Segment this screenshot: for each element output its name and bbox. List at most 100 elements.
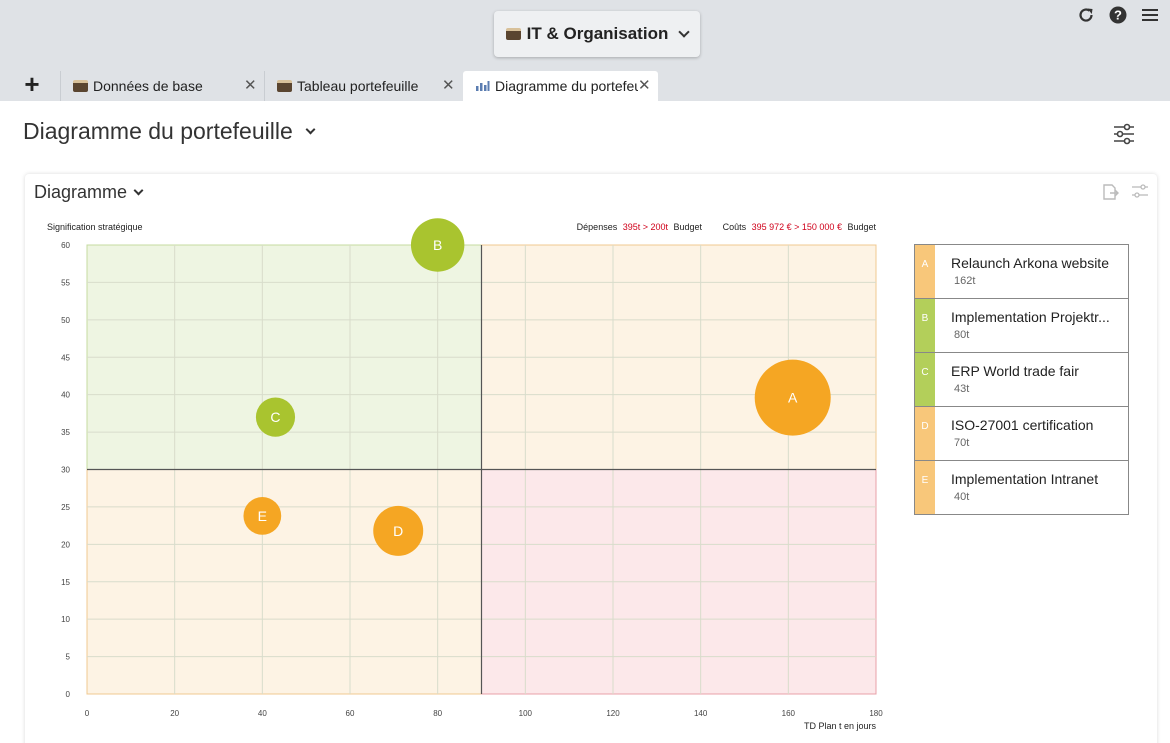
card-title-text: Diagramme — [34, 182, 128, 202]
close-icon[interactable]: ✕ — [244, 77, 257, 94]
bubble-label: D — [393, 523, 403, 539]
legend-project-effort: 43t — [954, 383, 970, 395]
top-bar: IT & Organisation ? — [0, 0, 1170, 69]
help-icon[interactable]: ? — [1108, 5, 1128, 25]
bubble-a[interactable]: A — [754, 359, 831, 436]
svg-text:?: ? — [1114, 8, 1122, 23]
portfolio-chart: 0 20 40 60 80 100 120 140 160 180 0 5 10 15 20 25 30 35 40… — [47, 218, 883, 731]
legend-color-strip: B — [915, 299, 935, 352]
y-tick-label: 5 — [66, 653, 71, 662]
budget-summary: Dépenses 395t > 200t Budget Coûts 395 97… — [577, 222, 877, 232]
x-tick-label: 140 — [694, 709, 708, 718]
tab-donnees-de-base[interactable]: Données de base ✕ — [60, 71, 264, 101]
legend-item-a[interactable]: A Relaunch Arkona website 162t — [914, 244, 1129, 299]
folder-icon — [505, 28, 521, 40]
x-tick-label: 40 — [258, 709, 267, 718]
depenses-suffix: Budget — [674, 222, 703, 232]
bubble-e[interactable]: E — [243, 497, 282, 535]
tab-diagramme-du-portefeuille[interactable]: Diagramme du portefeuille ✕ — [463, 71, 658, 101]
bubble-d[interactable]: D — [373, 505, 424, 556]
legend-project-name: Relaunch Arkona website — [951, 255, 1109, 271]
tab-label: Données de base — [93, 78, 203, 94]
legend-color-strip: D — [915, 407, 935, 460]
bubble-b[interactable]: B — [410, 218, 465, 272]
diagram-card: Diagramme 0 20 40 60 80 100 120 140 160 180 0 5 10 15… — [25, 174, 1157, 743]
bubble-circle — [754, 359, 831, 436]
legend-project-effort: 70t — [954, 437, 970, 449]
y-tick-label: 30 — [61, 466, 70, 475]
settings-sliders-icon[interactable] — [1131, 183, 1149, 206]
bubble-circle — [243, 497, 282, 535]
legend-project-name: ISO-27001 certification — [951, 417, 1094, 433]
legend-project-name: Implementation Intranet — [951, 471, 1099, 487]
top-icons: ? — [1076, 5, 1160, 25]
close-icon[interactable]: ✕ — [638, 77, 651, 94]
add-tab-button[interactable]: + — [24, 69, 40, 99]
y-tick-label: 15 — [61, 578, 70, 587]
x-tick-label: 0 — [85, 709, 90, 718]
bubble-label: A — [788, 390, 798, 406]
chevron-down-icon — [678, 26, 691, 38]
card-icons — [1101, 183, 1149, 206]
card-title[interactable]: Diagramme — [34, 182, 144, 203]
refresh-icon[interactable] — [1076, 5, 1096, 25]
page: Diagramme du portefeuille Diagramme 0 20 4… — [0, 101, 1170, 743]
bubble-label: E — [258, 508, 267, 524]
depenses-label: Dépenses — [577, 222, 618, 232]
x-axis-label: TD Plan t en jours — [804, 721, 877, 731]
x-tick-label: 80 — [433, 709, 442, 718]
legend-project-effort: 80t — [954, 329, 970, 341]
close-icon[interactable]: ✕ — [442, 77, 455, 94]
legend-project-name: ERP World trade fair — [951, 363, 1079, 379]
bubble-label: C — [270, 409, 280, 425]
page-title-text: Diagramme du portefeuille — [23, 118, 293, 144]
x-tick-label: 160 — [782, 709, 796, 718]
tab-bar: + Données de base ✕ Tableau portefeuille… — [0, 69, 1170, 101]
y-tick-label: 60 — [61, 241, 70, 250]
tab-label: Diagramme du portefeuille — [495, 78, 640, 94]
y-tick-label: 20 — [61, 540, 70, 549]
chart-icon — [476, 81, 490, 91]
y-axis-label: Signification stratégique — [47, 222, 143, 232]
workspace-label: IT & Organisation — [526, 24, 669, 43]
legend-item-d[interactable]: D ISO-27001 certification 70t — [914, 406, 1129, 461]
depenses-value: 395t > 200t — [623, 222, 669, 232]
tab-label: Tableau portefeuille — [297, 78, 419, 94]
bubble-circle — [255, 397, 296, 437]
export-icon[interactable] — [1101, 183, 1119, 206]
settings-sliders-icon[interactable] — [1112, 123, 1136, 145]
y-tick-label: 55 — [61, 278, 70, 287]
legend-project-name: Implementation Projektr... — [951, 309, 1110, 325]
legend-item-e[interactable]: E Implementation Intranet 40t — [914, 460, 1129, 515]
couts-suffix: Budget — [847, 222, 876, 232]
y-tick-label: 25 — [61, 503, 70, 512]
y-tick-label: 40 — [61, 391, 70, 400]
legend-color-strip: E — [915, 461, 935, 514]
y-tick-label: 50 — [61, 316, 70, 325]
legend-item-c[interactable]: C ERP World trade fair 43t — [914, 352, 1129, 407]
menu-icon[interactable] — [1140, 5, 1160, 25]
y-tick-label: 35 — [61, 428, 70, 437]
legend-project-effort: 162t — [954, 275, 976, 287]
y-tick-label: 0 — [66, 690, 71, 699]
chevron-down-icon — [133, 185, 144, 196]
y-tick-label: 45 — [61, 353, 70, 362]
tab-tableau-portefeuille[interactable]: Tableau portefeuille ✕ — [264, 71, 462, 101]
legend-project-effort: 40t — [954, 491, 970, 503]
y-tick-label: 10 — [61, 615, 70, 624]
legend-item-b[interactable]: B Implementation Projektr... 80t — [914, 298, 1129, 353]
folder-icon — [73, 80, 88, 92]
page-title[interactable]: Diagramme du portefeuille — [23, 118, 316, 145]
chevron-down-icon — [305, 124, 316, 135]
legend-color-strip: C — [915, 353, 935, 406]
workspace-selector[interactable]: IT & Organisation — [494, 11, 700, 57]
bubble-circle — [410, 218, 465, 272]
x-tick-label: 20 — [170, 709, 179, 718]
x-tick-label: 120 — [606, 709, 620, 718]
couts-label: Coûts — [723, 222, 747, 232]
bubble-label: B — [433, 237, 442, 253]
folder-icon — [277, 80, 292, 92]
x-tick-label: 60 — [346, 709, 355, 718]
x-tick-label: 100 — [519, 709, 533, 718]
bubble-c[interactable]: C — [255, 397, 296, 437]
